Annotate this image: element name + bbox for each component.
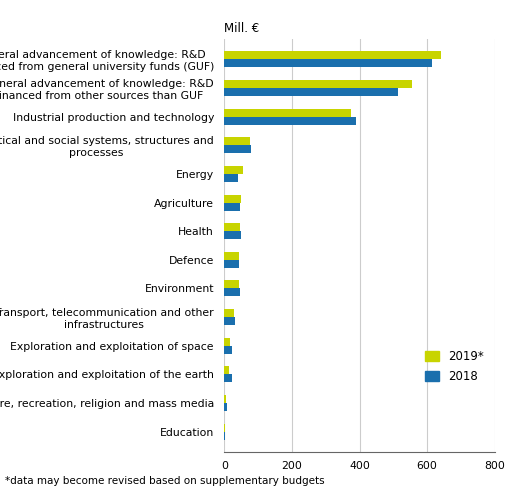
Bar (224, 231, 240, 239)
Bar (224, 52, 440, 59)
Bar (224, 223, 239, 231)
Bar (224, 166, 242, 174)
Bar (224, 403, 227, 411)
Bar (224, 194, 240, 202)
Bar (224, 109, 350, 116)
Bar (224, 174, 237, 182)
Legend: 2019*, 2018: 2019*, 2018 (419, 346, 488, 388)
Bar (224, 252, 238, 260)
Bar (224, 280, 238, 288)
Bar (224, 338, 230, 346)
Bar (224, 288, 239, 297)
Bar (224, 145, 251, 153)
Bar (224, 309, 234, 317)
Bar (224, 346, 232, 354)
Bar (224, 117, 355, 125)
Bar (224, 395, 225, 403)
Text: *data may become revised based on supplementary budgets: *data may become revised based on supple… (5, 476, 324, 486)
Bar (224, 137, 249, 145)
Bar (224, 202, 239, 211)
Bar (224, 260, 238, 268)
Bar (224, 88, 398, 96)
Bar (224, 317, 234, 325)
Text: Mill. €: Mill. € (224, 22, 259, 35)
Bar (224, 375, 232, 382)
Bar (224, 59, 431, 67)
Bar (224, 366, 229, 375)
Bar (224, 80, 411, 88)
